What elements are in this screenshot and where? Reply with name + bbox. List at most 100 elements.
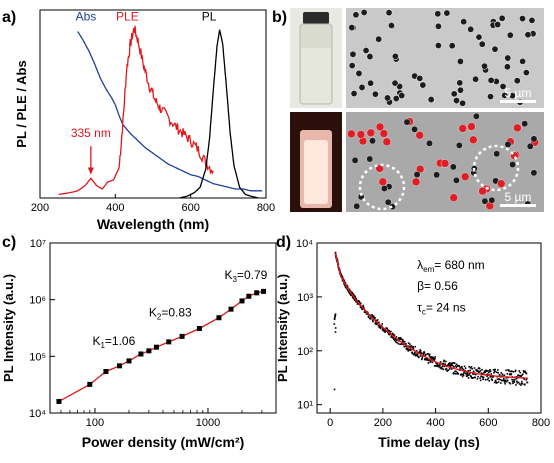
data-point (451, 362, 453, 365)
data-point (409, 343, 411, 345)
panel-label-c: c) (2, 234, 16, 251)
data-point (413, 353, 415, 356)
x-tick-label: 0 (327, 417, 333, 429)
data-point (432, 356, 435, 359)
particle (384, 198, 392, 206)
x-tick-label: 200 (374, 417, 392, 429)
data-point (385, 327, 387, 329)
data-point (412, 345, 414, 348)
data-point (499, 378, 502, 381)
data-point (388, 329, 390, 332)
data-point (520, 375, 523, 377)
slope-label: K2=0.83 (149, 306, 192, 322)
luminescent-particle (496, 179, 506, 188)
data-point (341, 276, 344, 279)
data-point (515, 384, 517, 386)
data-point (486, 375, 488, 378)
data-point (456, 371, 459, 374)
data-point (333, 317, 336, 320)
data-point (441, 365, 444, 368)
particle (392, 95, 400, 103)
x-tick-label: 1000 (196, 417, 220, 429)
data-point (438, 365, 440, 368)
data-point (425, 357, 428, 360)
data-point (513, 381, 516, 383)
series-label-abs: Abs (76, 10, 97, 24)
data-point (357, 303, 359, 305)
particle (375, 35, 383, 43)
data-point (526, 381, 529, 384)
data-point (497, 381, 500, 383)
data-point (442, 368, 444, 371)
data-point (495, 371, 498, 373)
particle (391, 79, 399, 87)
scalebar-label: 5 µm (505, 86, 532, 100)
particle (488, 196, 496, 204)
data-point (393, 334, 396, 336)
data-point (474, 376, 476, 379)
luminescent-particle (440, 159, 450, 168)
data-point (493, 371, 495, 374)
data-point (450, 364, 453, 367)
data-point (393, 339, 396, 342)
particle (391, 52, 399, 60)
luminescent-particle (347, 129, 356, 139)
data-point (440, 366, 443, 369)
particle (481, 197, 489, 205)
data-point (512, 370, 515, 373)
data-point (412, 346, 414, 349)
data-point (516, 382, 519, 384)
particle (419, 81, 427, 89)
particle (366, 53, 374, 61)
data-point (379, 327, 382, 330)
data-point (518, 370, 521, 372)
data-point (479, 379, 482, 382)
particle (352, 11, 360, 19)
data-point (401, 342, 403, 345)
data-point (427, 362, 430, 364)
data-point (354, 295, 356, 298)
scalebar (500, 204, 536, 207)
data-point (452, 372, 455, 375)
panel-c-chart: 100 1000 10⁴ 10⁵ 10⁶ 10⁷ K1=1.06 K2=0.83 K3=0.7… (1, 238, 277, 450)
data-point (403, 345, 406, 348)
particle (366, 155, 374, 163)
data-point (348, 288, 351, 291)
data-point (398, 338, 401, 340)
highlight-circle (472, 144, 520, 192)
data-point (416, 353, 419, 356)
luminescent-particle (458, 124, 467, 133)
particle (456, 86, 464, 94)
data-point (508, 381, 511, 384)
data-point (254, 290, 260, 296)
data-point (483, 372, 485, 374)
data-point (386, 327, 388, 330)
data-point (352, 293, 355, 296)
x-tick-label: 600 (181, 202, 199, 214)
data-point (508, 370, 510, 372)
data-point (509, 370, 512, 373)
particle (371, 90, 379, 98)
data-point (474, 373, 477, 376)
particle (526, 142, 534, 150)
luminescent-particle (415, 164, 425, 174)
particle (519, 57, 527, 65)
data-point (410, 348, 413, 351)
particle (355, 69, 363, 77)
data-point (343, 283, 345, 285)
data-point (503, 381, 506, 383)
data-point (414, 345, 416, 348)
data-point (466, 372, 469, 374)
annotation-arrowhead (87, 167, 94, 175)
data-point (473, 373, 475, 375)
data-point (228, 306, 234, 312)
y-tick-label: 10⁶ (29, 295, 46, 307)
data-point (433, 359, 436, 362)
data-point (463, 372, 465, 374)
data-point (424, 354, 427, 357)
data-point (430, 356, 433, 358)
data-point (467, 373, 469, 376)
data-point (375, 323, 378, 326)
y-axis-label: PL / PLE / Abs (14, 60, 29, 147)
data-point (518, 383, 521, 385)
